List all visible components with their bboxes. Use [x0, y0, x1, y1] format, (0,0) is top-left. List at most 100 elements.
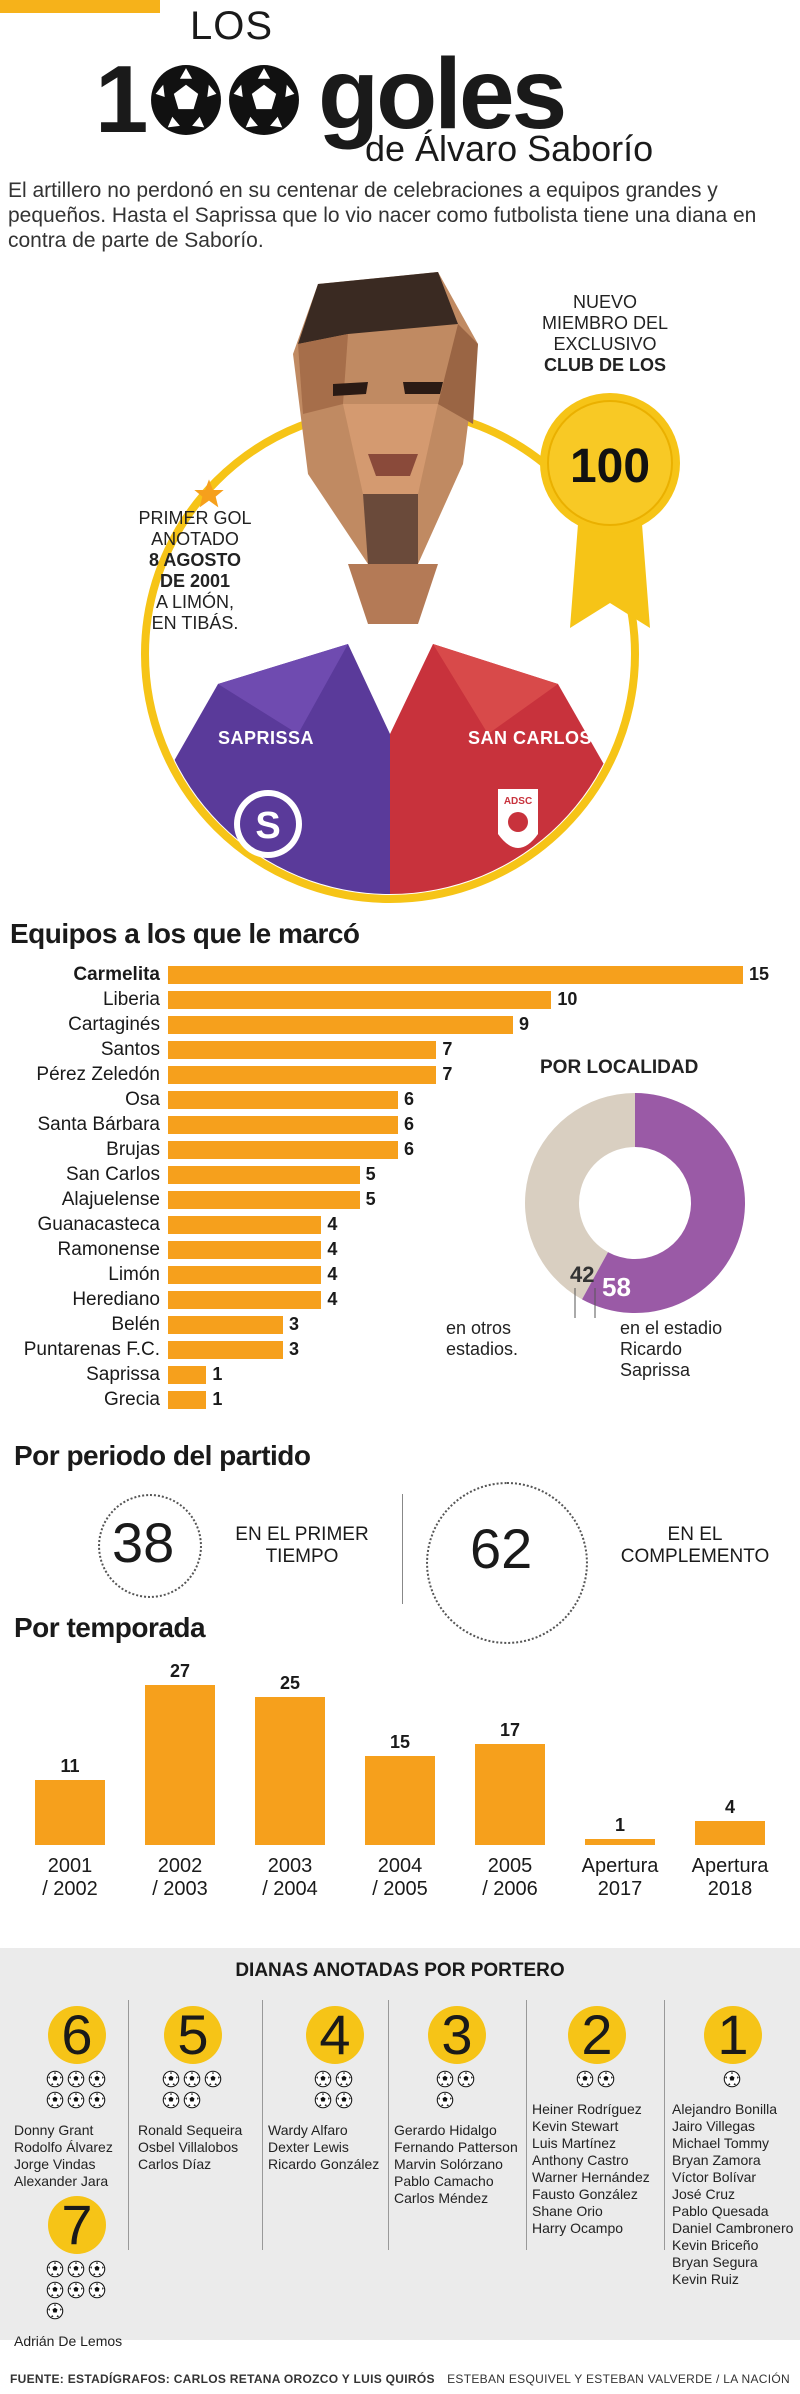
season-bar-value: 17: [499, 1720, 521, 1741]
team-bar-label: Saprissa: [86, 1364, 160, 1385]
season-label-line: 2003: [267, 1855, 313, 1877]
team-bar-row: Santos 7: [0, 1037, 800, 1062]
locality-donut-chart: 42 58: [525, 1093, 745, 1318]
teams-bar-chart: Carmelita 15 Liberia 10 Cartaginés 9 Santos 7 Pé…: [0, 962, 800, 1422]
keepers-title: DIANAS ANOTADAS POR PORTERO: [235, 1960, 565, 1981]
period-section-title: Por periodo del partido: [14, 1440, 311, 1471]
intro-paragraph: El artillero no perdonó en su centenar d…: [8, 179, 757, 252]
team-bar-value: 3: [289, 1314, 300, 1334]
team-bar-value: 5: [365, 1189, 376, 1209]
team-bar-value: 1: [212, 1364, 223, 1384]
team-bar: [168, 1141, 398, 1159]
season-bar-value: 1: [614, 1815, 625, 1836]
team-bar: [168, 1191, 360, 1209]
new-member-line: MIEMBRO DEL: [541, 313, 669, 333]
team-bar-row: Cartaginés 9: [0, 1012, 800, 1037]
season-label-line: Apertura: [691, 1855, 769, 1877]
teams-section-title: Equipos a los que le marcó: [10, 918, 360, 949]
period-divider: [402, 1494, 403, 1604]
season-bar: [35, 1779, 105, 1845]
period-first-circle: [98, 1494, 202, 1598]
team-bar: [168, 1291, 322, 1309]
team-bar-value: 4: [327, 1289, 338, 1309]
season-label-line: / 2006: [482, 1878, 538, 1900]
title-100: 1: [95, 52, 302, 148]
team-bar-row: Puntarenas F.C. 3: [0, 1337, 800, 1362]
team-bar-label: Ramonense: [57, 1239, 160, 1260]
locality-title: POR LOCALIDAD: [540, 1057, 699, 1078]
title-los: LOS: [190, 4, 274, 48]
saprissa-label: SAPRISSA: [218, 728, 314, 748]
team-bar: [168, 1066, 437, 1084]
team-bar-label: Puntarenas F.C.: [23, 1339, 160, 1360]
season-bar-label: 2004/ 2005: [345, 1855, 455, 1901]
season-label-line: 2018: [707, 1878, 753, 1900]
team-bar-label: Osa: [125, 1089, 160, 1110]
period-second-value: 62: [470, 1517, 533, 1580]
team-bar-label: Carmelita: [73, 964, 160, 985]
first-goal-line: PRIMER GOL: [138, 508, 252, 528]
first-goal-line: A LIMÓN,: [155, 592, 235, 612]
soccer-ball-icon: [229, 65, 300, 135]
team-bar-row: Limón 4: [0, 1262, 800, 1287]
team-bar-row: Belén 3: [0, 1312, 800, 1337]
team-bar-value: 15: [749, 964, 770, 984]
donut-slice-otros: [525, 1093, 635, 1300]
donut-label-line: en otros: [446, 1318, 512, 1338]
team-bar: [168, 1391, 207, 1409]
title-subject: de Álvaro Saborío: [365, 128, 654, 169]
season-label-line: 2001: [47, 1855, 93, 1877]
team-bar: [168, 1091, 398, 1109]
keepers-panel: [0, 1948, 800, 2340]
team-bar-label: Grecia: [104, 1389, 160, 1410]
season-bar-label: 2001/ 2002: [15, 1855, 125, 1901]
saprissa-badge-letter: S: [255, 805, 280, 847]
first-goal-text: PRIMER GOL ANOTADO 8 AGOSTO DE 2001 A LI…: [130, 508, 260, 634]
team-bar-row: Brujas 6: [0, 1137, 800, 1162]
season-bar-label: 2003/ 2004: [235, 1855, 345, 1901]
season-bar-chart: 11 2001/ 2002 27 2002/ 2003 25 2003/ 2004 15 20…: [0, 1650, 800, 1920]
season-label-line: 2002: [157, 1855, 203, 1877]
season-bar: [585, 1839, 655, 1845]
season-label-line: 2005: [487, 1855, 533, 1877]
season-bar: [365, 1756, 435, 1845]
season-label-line: / 2003: [152, 1878, 208, 1900]
season-bar-value: 27: [169, 1661, 191, 1681]
team-bar-row: Liberia 10: [0, 987, 800, 1012]
team-bar-label: Belén: [111, 1314, 160, 1335]
team-bar: [168, 1266, 322, 1284]
period-label-line: COMPLEMENTO: [620, 1546, 770, 1567]
san-carlos-label: SAN CARLOS: [468, 728, 592, 748]
season-label-line: / 2005: [372, 1878, 428, 1900]
team-bar: [168, 1216, 322, 1234]
season-bar-label: Apertura 2017: [565, 1855, 675, 1901]
first-goal-line: DE 2001: [159, 571, 231, 591]
team-bar-value: 6: [404, 1114, 415, 1134]
period-second-label: EN EL COMPLEMENTO: [600, 1524, 790, 1568]
donut-label-otros: en otros estadios.: [446, 1318, 518, 1360]
top-accent-bar: [0, 0, 160, 13]
team-bar: [168, 1366, 207, 1384]
san-carlos-badge-text: ADSC: [504, 796, 532, 807]
footer-credits: ESTEBAN ESQUIVEL Y ESTEBAN VALVERDE / LA…: [447, 2372, 790, 2386]
period-label-line: EN EL: [667, 1524, 723, 1545]
team-bar-value: 7: [442, 1064, 453, 1084]
team-bar-label: San Carlos: [66, 1164, 160, 1185]
period-first-value: 38: [112, 1511, 175, 1574]
team-bar-row: Pérez Zeledón 7: [0, 1062, 800, 1087]
team-bar-row: Grecia 1: [0, 1387, 800, 1412]
team-bar-label: Santa Bárbara: [37, 1114, 160, 1135]
team-bar-row: Saprissa 1: [0, 1362, 800, 1387]
donut-label-estadio: en el estadio Ricardo Saprissa: [620, 1318, 722, 1381]
team-bar: [168, 1316, 283, 1334]
donut-label-line: Saprissa: [620, 1360, 691, 1380]
season-label-line: 2017: [597, 1878, 643, 1900]
donut-value-otros: 42: [570, 1262, 594, 1287]
team-bar-value: 7: [442, 1039, 453, 1059]
team-bar-row: Osa 6: [0, 1087, 800, 1112]
season-label-line: / 2002: [42, 1878, 98, 1900]
new-member-line: EXCLUSIVO: [553, 334, 657, 354]
team-bar-value: 6: [404, 1089, 415, 1109]
team-bar-label: Herediano: [72, 1289, 160, 1310]
team-bar-row: San Carlos 5: [0, 1162, 800, 1187]
